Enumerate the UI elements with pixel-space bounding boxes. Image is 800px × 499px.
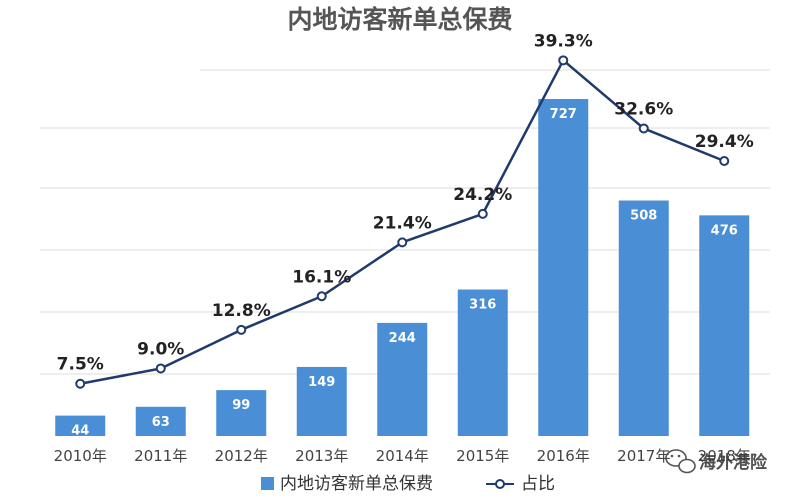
wechat-icon (665, 449, 696, 474)
chart-title: 内地访客新单总保费 (287, 5, 512, 34)
legend-marker (495, 479, 505, 489)
bar (699, 215, 750, 436)
bar (135, 406, 186, 436)
x-tick-label: 2015年 (456, 447, 509, 465)
x-tick-label: 2013年 (295, 447, 348, 465)
legend-bar-swatch (261, 477, 274, 490)
bar-value-label: 63 (152, 415, 170, 430)
line-point (719, 156, 730, 167)
line-value-label: 16.1% (292, 267, 351, 287)
bar (377, 322, 428, 436)
bar (296, 366, 347, 436)
line-value-label: 29.4% (695, 132, 754, 152)
line-point (477, 208, 488, 219)
line-value-label: 21.4% (373, 213, 432, 233)
line-value-label: 32.6% (614, 99, 673, 119)
x-axis: 2010年 2011年 2012年 2013年 2014年 2015年 2016年 2017年… (54, 447, 751, 465)
line-value-label: 7.5% (57, 355, 104, 375)
line-series: 7.5% 9.0% 12.8% 16.1% 21.4% 24.2% 39.3% 32.6% 29… (57, 31, 754, 389)
line-value-label: 39.3% (534, 31, 593, 51)
line-value-label: 24.2% (453, 185, 512, 205)
line-value-label: 12.8% (212, 301, 271, 321)
legend: 内地访客新单总保费 占比 (261, 474, 555, 494)
line-point (236, 324, 247, 335)
bar (538, 99, 589, 436)
line-point (558, 55, 569, 66)
line-point (638, 123, 649, 134)
legend-line-label: 占比 (521, 474, 555, 494)
line-point (397, 237, 408, 248)
bar-value-label: 99 (232, 398, 250, 413)
line-value-label: 9.0% (137, 339, 184, 359)
line-point (75, 378, 86, 389)
legend-bar-label: 内地访客新单总保费 (280, 474, 433, 494)
x-tick-label: 2017年 (617, 447, 670, 465)
bar (55, 415, 106, 436)
bar (216, 390, 267, 436)
watermark: 海外港险 (665, 449, 768, 474)
x-tick-label: 2018年 (698, 447, 751, 465)
bar-value-label: 316 (469, 298, 496, 313)
bar-value-label: 727 (550, 107, 577, 122)
watermark-text: 海外港险 (699, 452, 768, 473)
x-tick-label: 2010年 (54, 447, 107, 465)
bar-value-label: 508 (630, 209, 657, 224)
bar (618, 200, 669, 436)
x-tick-label: 2011年 (134, 447, 187, 465)
line-point (155, 363, 166, 374)
bar-value-label: 244 (389, 331, 416, 346)
bar (457, 289, 508, 436)
bar-value-label: 476 (711, 223, 738, 238)
x-tick-label: 2016年 (537, 447, 590, 465)
bar-value-label: 44 (71, 424, 89, 439)
x-tick-label: 2014年 (376, 447, 429, 465)
bar-value-label: 149 (308, 375, 335, 390)
line-point (316, 291, 327, 302)
x-tick-label: 2012年 (215, 447, 268, 465)
bar-series: 44 63 99 149 244 316 727 508 476 (55, 99, 750, 439)
